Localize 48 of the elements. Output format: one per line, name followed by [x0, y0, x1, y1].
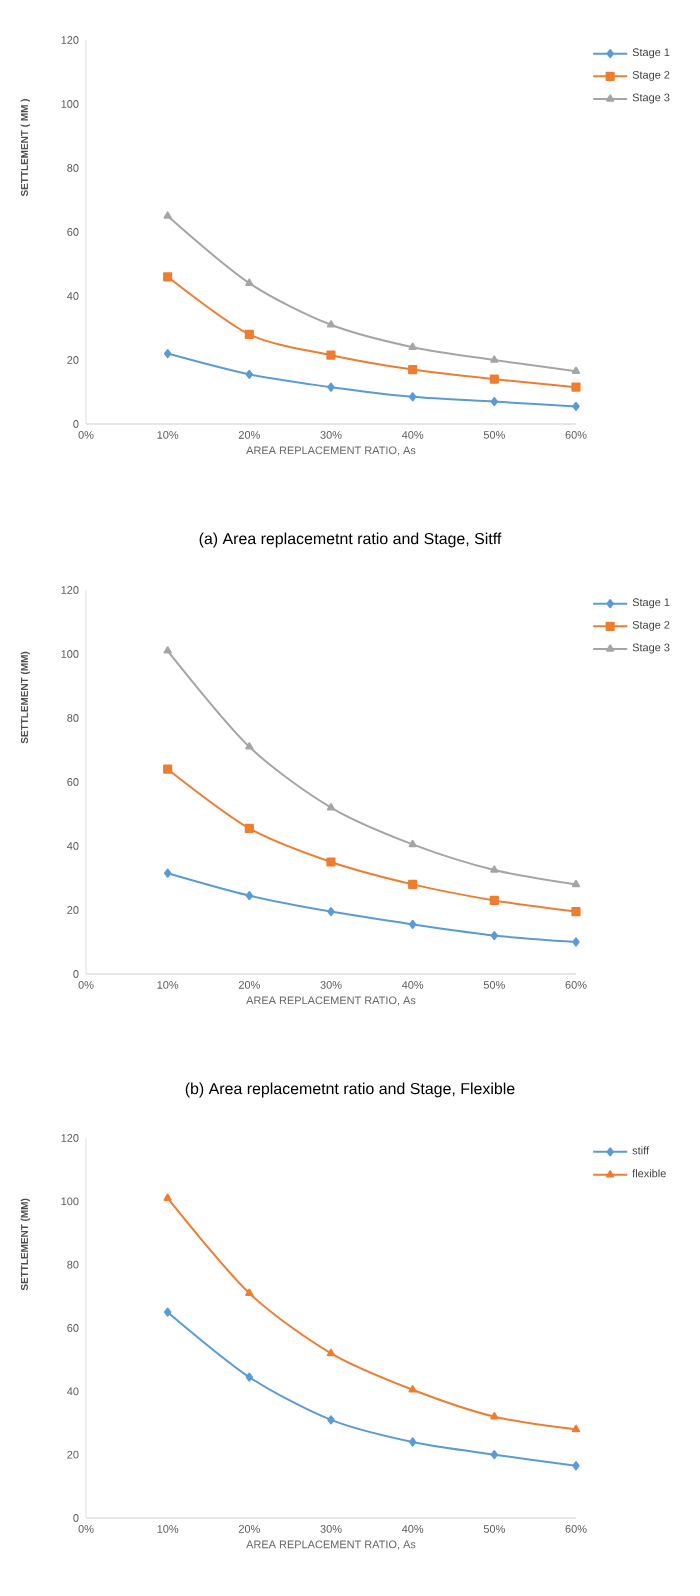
point [408, 364, 418, 375]
point [490, 1412, 499, 1420]
point [490, 1450, 499, 1460]
point [408, 919, 417, 929]
point [489, 374, 499, 384]
point [244, 823, 254, 833]
point [572, 937, 580, 947]
point [408, 342, 417, 350]
point [571, 366, 581, 374]
point [572, 1461, 580, 1471]
point [245, 369, 254, 379]
point [490, 355, 499, 363]
point [571, 879, 581, 888]
point [163, 646, 172, 654]
point [490, 396, 499, 407]
point [326, 350, 336, 360]
point [163, 272, 173, 282]
point [163, 348, 172, 359]
point [327, 906, 335, 917]
point [572, 401, 580, 411]
point [327, 382, 335, 392]
point [163, 1307, 172, 1317]
point [490, 930, 499, 941]
point [408, 839, 417, 848]
point [245, 890, 254, 901]
point [326, 1348, 336, 1357]
point [408, 1437, 417, 1447]
point [244, 329, 254, 339]
point [571, 1424, 581, 1433]
point [571, 382, 581, 392]
point [245, 278, 254, 286]
point [490, 865, 499, 873]
point [245, 1372, 254, 1382]
point [326, 802, 336, 811]
point [408, 1385, 417, 1393]
point [489, 895, 499, 905]
point [408, 879, 418, 889]
point [163, 868, 172, 878]
point [163, 764, 173, 774]
point [163, 1193, 172, 1201]
point [408, 392, 417, 402]
point [245, 742, 254, 750]
point [326, 857, 336, 867]
point [327, 1415, 335, 1425]
point [571, 906, 581, 917]
point [245, 1288, 254, 1296]
point [163, 211, 172, 219]
point [326, 320, 336, 328]
